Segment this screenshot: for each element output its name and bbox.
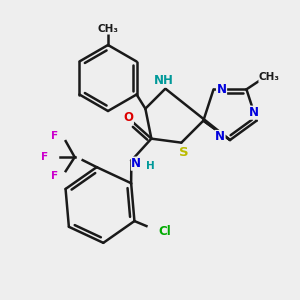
Text: N: N — [215, 130, 225, 143]
Text: CH₃: CH₃ — [259, 72, 280, 82]
Text: CH₃: CH₃ — [98, 24, 118, 34]
Text: F: F — [41, 152, 48, 162]
Text: Cl: Cl — [158, 225, 171, 238]
Text: H: H — [146, 161, 155, 171]
Text: F: F — [51, 131, 58, 141]
Text: O: O — [123, 111, 134, 124]
Text: F: F — [51, 171, 58, 181]
Text: S: S — [178, 146, 188, 159]
Text: N: N — [131, 157, 141, 170]
Text: N: N — [249, 106, 259, 119]
Text: NH: NH — [153, 74, 173, 87]
Text: N: N — [217, 83, 226, 96]
